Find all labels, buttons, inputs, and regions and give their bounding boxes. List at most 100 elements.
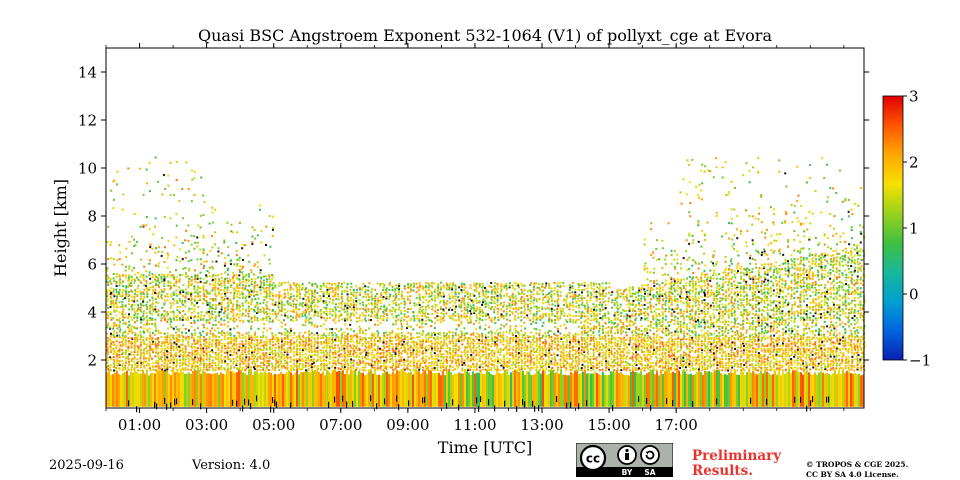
heatmap-cell [265, 289, 268, 292]
heatmap-cell [374, 342, 377, 345]
heatmap-cell [724, 373, 726, 407]
heatmap-cell [217, 336, 220, 339]
heatmap-cell [754, 373, 756, 407]
heatmap-cell [467, 367, 470, 370]
heatmap-cell [307, 319, 310, 322]
heatmap-cell [250, 370, 252, 407]
heatmap-cell [142, 293, 145, 296]
heatmap-cell [202, 318, 205, 321]
heatmap-cell [203, 264, 206, 267]
heatmap-cell [515, 354, 518, 357]
heatmap-cell [469, 298, 472, 301]
heatmap-cell [136, 299, 139, 302]
heatmap-cell [407, 344, 410, 347]
heatmap-cell [230, 230, 233, 233]
heatmap-cell [298, 352, 301, 355]
heatmap-cell [443, 301, 446, 304]
heatmap-cell [263, 355, 266, 358]
heatmap-cell [301, 349, 304, 352]
heatmap-cell [472, 338, 475, 341]
heatmap-cell [164, 295, 167, 298]
heatmap-cell [301, 286, 304, 289]
heatmap-cell [125, 256, 128, 259]
heatmap-cell [364, 362, 367, 365]
heatmap-cell [293, 331, 296, 334]
heatmap-cell [455, 328, 458, 331]
heatmap-cell [271, 366, 274, 369]
heatmap-cell [328, 340, 331, 343]
heatmap-cell [151, 313, 154, 316]
heatmap-cell [106, 365, 109, 368]
heatmap-cell [517, 353, 520, 356]
heatmap-cell [391, 331, 394, 334]
heatmap-cell [628, 375, 630, 407]
heatmap-cell [208, 354, 211, 357]
heatmap-cell [278, 293, 281, 296]
heatmap-cell [478, 338, 481, 341]
heatmap-cell [403, 313, 406, 316]
heatmap-cell [208, 275, 211, 278]
heatmap-cell [167, 280, 170, 283]
heatmap-cell [313, 296, 316, 299]
heatmap-cell [184, 362, 187, 365]
heatmap-cell [169, 355, 172, 358]
heatmap-cell [316, 355, 319, 358]
heatmap-cell [109, 305, 112, 308]
heatmap-cell [445, 342, 448, 345]
heatmap-cell [406, 327, 409, 330]
heatmap-cell [440, 295, 443, 298]
heatmap-cell [107, 258, 110, 261]
heatmap-cell [473, 284, 476, 287]
heatmap-cell [334, 308, 337, 311]
heatmap-cell [127, 355, 130, 358]
heatmap-cell [421, 284, 424, 287]
heatmap-cell [106, 291, 109, 294]
heatmap-cell [481, 335, 484, 338]
heatmap-cell [784, 373, 786, 407]
heatmap-cell [517, 358, 520, 361]
heatmap-cell [206, 368, 209, 371]
heatmap-cell [385, 295, 388, 298]
heatmap-cell [194, 333, 197, 336]
heatmap-cell [361, 366, 364, 369]
heatmap-cell [242, 284, 245, 287]
heatmap-cell [680, 374, 682, 407]
heatmap-cell [479, 369, 482, 372]
heatmap-cell [316, 338, 319, 341]
heatmap-cell [704, 370, 706, 407]
heatmap-cell [244, 284, 247, 287]
heatmap-cell [337, 319, 340, 322]
heatmap-cell [323, 366, 326, 369]
heatmap-cell [197, 312, 200, 315]
heatmap-cell [298, 295, 301, 298]
heatmap-cell [672, 371, 674, 407]
heatmap-cell [316, 325, 319, 328]
heatmap-cell [416, 343, 419, 346]
heatmap-cell [211, 313, 214, 316]
heatmap-cell [146, 287, 149, 290]
heatmap-cell [433, 367, 436, 370]
heatmap-cell [466, 319, 469, 322]
heatmap-cell [266, 312, 269, 315]
heatmap-cell [511, 364, 514, 367]
heatmap-cell [370, 337, 373, 340]
heatmap-cell [215, 315, 218, 318]
heatmap-cell [472, 333, 475, 336]
heatmap-cell [286, 341, 289, 344]
heatmap-cell [239, 270, 242, 273]
heatmap-cell [157, 360, 160, 363]
heatmap-cell [272, 364, 275, 367]
heatmap-cell [464, 295, 467, 298]
heatmap-cell [250, 280, 253, 283]
heatmap-cell [284, 331, 287, 334]
heatmap-cell [160, 288, 163, 291]
heatmap-cell [277, 347, 280, 350]
heatmap-cell [124, 335, 127, 338]
heatmap-cell [359, 361, 362, 364]
heatmap-cell [434, 360, 437, 363]
heatmap-cell [481, 286, 484, 289]
heatmap-cell [284, 323, 287, 326]
heatmap-cell [310, 358, 313, 361]
heatmap-cell [156, 370, 158, 407]
heatmap-cell [481, 340, 484, 343]
